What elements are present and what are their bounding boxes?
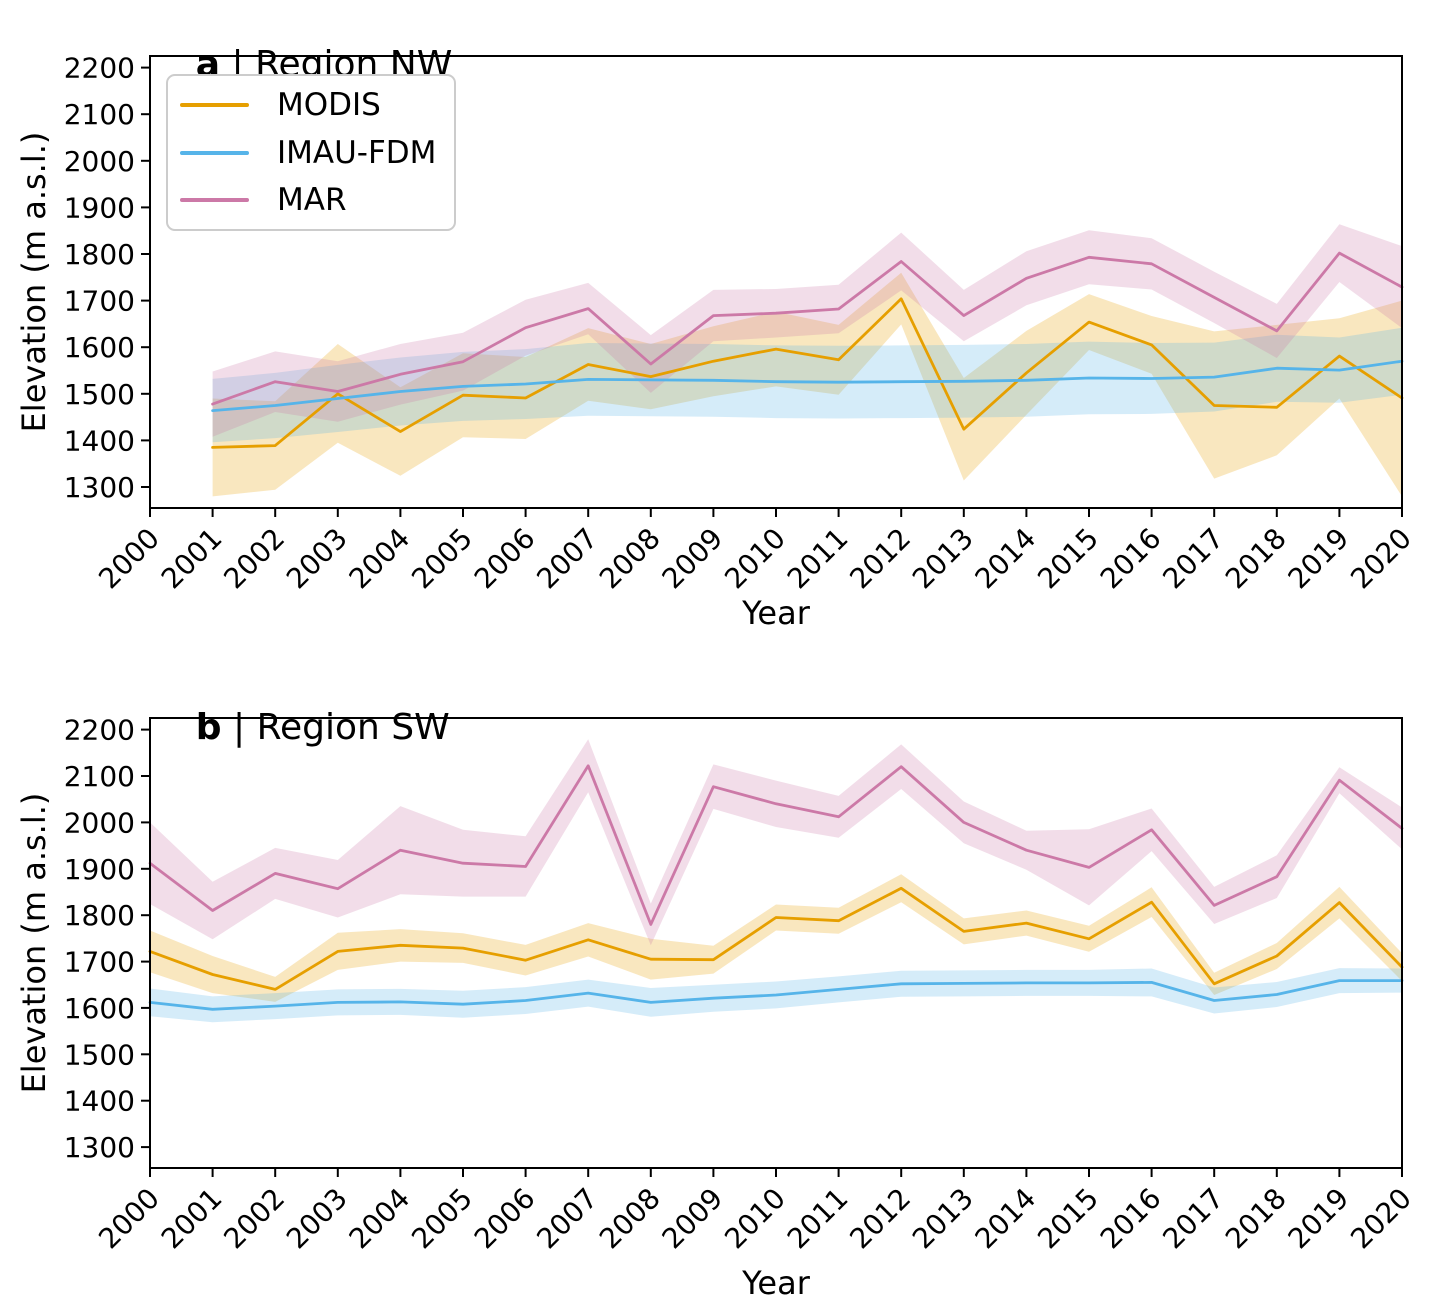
- x-tick-label: 2005: [405, 522, 479, 596]
- legend-item-mar: MAR: [180, 182, 454, 218]
- legend: MODIS IMAU-FDM MAR: [166, 74, 456, 231]
- mar-line-swatch-icon: [180, 197, 249, 202]
- x-tick-label: 2008: [593, 522, 667, 596]
- legend-item-modis: MODIS: [180, 87, 454, 123]
- y-tick-label: 1500: [64, 378, 135, 411]
- x-tick-label: 2008: [593, 1182, 667, 1256]
- x-tick-label: 2019: [1282, 1182, 1356, 1256]
- x-tick-label: 2013: [906, 1182, 980, 1256]
- y-tick-label: 2200: [64, 714, 135, 747]
- x-tick-label: 2018: [1219, 522, 1293, 596]
- legend-label-modis: MODIS: [277, 87, 381, 124]
- x-tick-label: 2011: [781, 1182, 855, 1256]
- x-tick-label: 2009: [656, 1182, 730, 1256]
- x-tick-label: 2016: [1094, 1182, 1168, 1256]
- x-tick-label: 2007: [530, 1182, 604, 1256]
- panel-a-xlabel: Year: [742, 594, 810, 632]
- x-tick-label: 2001: [155, 522, 229, 596]
- y-tick-label: 1300: [64, 471, 135, 504]
- panel-b-letter: b: [195, 707, 222, 748]
- x-tick-label: 2005: [405, 1182, 479, 1256]
- x-tick-label: 2003: [280, 1182, 354, 1256]
- band-mar: [212, 224, 1403, 437]
- x-tick-label: 2004: [343, 522, 417, 596]
- x-tick-label: 2007: [530, 522, 604, 596]
- panel-a-ylabel: Elevation (m a.s.l.): [15, 131, 53, 433]
- x-tick-label: 2020: [1344, 1182, 1418, 1256]
- y-tick-label: 1600: [64, 331, 135, 364]
- line-modis: [148, 886, 1404, 991]
- y-tick-label: 2200: [64, 52, 135, 85]
- band-imau-fdm: [212, 327, 1403, 443]
- x-tick-label: 2010: [718, 1182, 792, 1256]
- panel-b-xlabel: Year: [742, 1264, 810, 1302]
- x-tick-label: 2013: [906, 522, 980, 596]
- y-tick-label: 2100: [64, 760, 135, 793]
- panel-b-ylabel: Elevation (m a.s.l.): [15, 792, 53, 1094]
- panel-b-plot: 1300 1400 1500 1600 1700 1800 1900 2000 2100 2200…: [64, 714, 1418, 1256]
- legend-label-imau-fdm: IMAU-FDM: [277, 134, 437, 171]
- x-tick-label: 2015: [1031, 1182, 1105, 1256]
- x-tick-label: 2014: [969, 1182, 1043, 1256]
- x-tick-label: 2006: [468, 522, 542, 596]
- y-tick-label: 1700: [64, 946, 135, 979]
- y-tick-label: 1700: [64, 285, 135, 318]
- x-tick-label: 2003: [280, 522, 354, 596]
- x-tick-label: 2011: [781, 522, 855, 596]
- y-tick-label: 1800: [64, 899, 135, 932]
- legend-label-mar: MAR: [277, 181, 347, 218]
- imau-fdm-line-swatch-icon: [180, 150, 249, 155]
- y-tick-label: 1400: [64, 424, 135, 457]
- x-tick-label: 2002: [217, 522, 291, 596]
- x-tick-label: 2017: [1156, 522, 1230, 596]
- y-tick-label: 1900: [64, 191, 135, 224]
- line-imau-fdm: [211, 359, 1404, 412]
- line-mar: [148, 764, 1404, 926]
- line-imau-fdm: [148, 979, 1404, 1011]
- panel-b-title-text: | Region SW: [221, 707, 450, 748]
- x-tick-label: 2014: [969, 522, 1043, 596]
- x-tick-label: 2006: [468, 1182, 542, 1256]
- x-tick-label: 2000: [92, 522, 166, 596]
- x-tick-label: 2015: [1031, 522, 1105, 596]
- x-tick-label: 2010: [718, 522, 792, 596]
- x-tick-label: 2001: [155, 1182, 229, 1256]
- x-tick-label: 2017: [1156, 1182, 1230, 1256]
- legend-item-imau-fdm: IMAU-FDM: [180, 135, 454, 171]
- band-mar: [150, 739, 1402, 946]
- y-tick-label: 1900: [64, 853, 135, 886]
- x-tick-label: 2012: [843, 522, 917, 596]
- y-tick-label: 2000: [64, 806, 135, 839]
- x-tick-label: 2019: [1282, 522, 1356, 596]
- y-tick-label: 2100: [64, 98, 135, 131]
- x-tick-label: 2000: [92, 1182, 166, 1256]
- y-tick-label: 1400: [64, 1085, 135, 1118]
- modis-line-swatch-icon: [180, 103, 249, 108]
- y-tick-label: 1800: [64, 238, 135, 271]
- y-tick-label: 1600: [64, 992, 135, 1025]
- x-tick-label: 2004: [343, 1182, 417, 1256]
- y-tick-label: 1500: [64, 1038, 135, 1071]
- x-tick-label: 2002: [217, 1182, 291, 1256]
- panel-b-title: b | Region SW: [150, 671, 450, 785]
- x-tick-label: 2020: [1344, 522, 1418, 596]
- x-tick-label: 2009: [656, 522, 730, 596]
- x-tick-label: 2018: [1219, 1182, 1293, 1256]
- line-modis: [211, 297, 1404, 449]
- line-mar: [211, 251, 1404, 406]
- y-tick-label: 1300: [64, 1131, 135, 1164]
- x-tick-label: 2016: [1094, 522, 1168, 596]
- y-tick-label: 2000: [64, 145, 135, 178]
- x-tick-label: 2012: [843, 1182, 917, 1256]
